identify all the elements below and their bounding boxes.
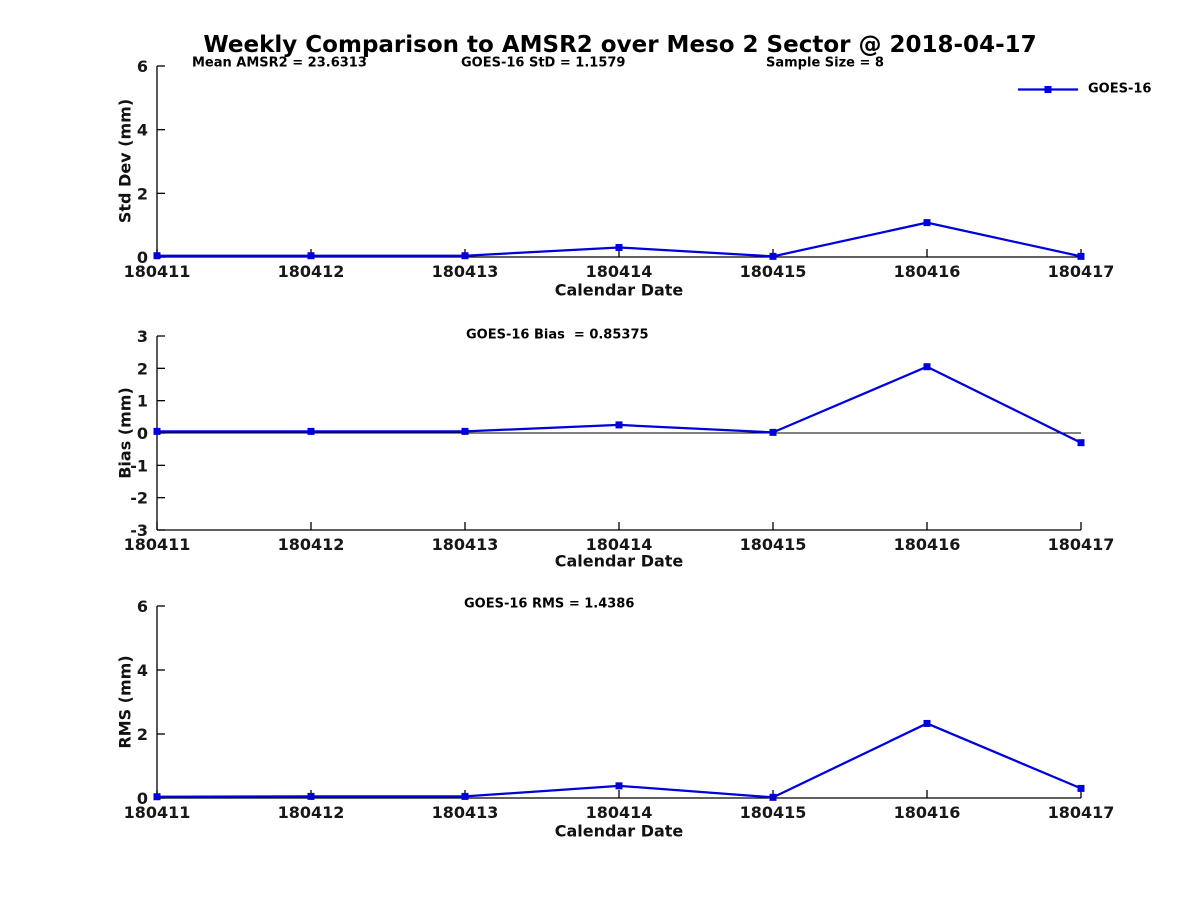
x-tick-label: 180414: [586, 803, 653, 822]
stat-sample-size: Sample Size = 8: [766, 55, 884, 71]
stat-goes16-std: GOES-16 StD = 1.1579: [461, 55, 626, 71]
y-tick-label: 2: [137, 359, 148, 378]
y-tick-label: -3: [130, 521, 148, 540]
x-tick-label: 180413: [432, 535, 499, 554]
y-tick-label: 0: [137, 248, 148, 267]
legend: GOES-16: [1016, 82, 1151, 97]
x-tick-label: 180413: [432, 262, 499, 281]
y-axis-label-std-dev: Std Dev (mm): [115, 98, 135, 224]
data-point-marker: [307, 792, 315, 800]
x-tick-label: 180411: [124, 803, 191, 822]
x-tick-label: 180414: [586, 262, 653, 281]
x-tick-label: 180412: [278, 262, 345, 281]
y-tick-label: 6: [137, 597, 148, 616]
data-point-marker: [461, 252, 469, 260]
y-tick-label: 0: [137, 789, 148, 808]
legend-line-icon: [1018, 85, 1078, 93]
x-tick-label: 180415: [740, 262, 807, 281]
x-axis-label-rms: Calendar Date: [554, 821, 684, 841]
data-point-marker: [461, 792, 469, 800]
x-tick-label: 180416: [894, 535, 961, 554]
y-tick-label: 4: [137, 121, 148, 140]
x-tick-label: 180416: [894, 262, 961, 281]
data-point-marker: [1077, 252, 1085, 260]
legend-marker-icon: [1044, 85, 1052, 93]
stat-goes16-bias: GOES-16 Bias = 0.85375: [466, 327, 649, 343]
x-tick-label: 180417: [1048, 803, 1115, 822]
data-point-marker: [153, 793, 161, 801]
y-tick-label: 0: [137, 424, 148, 443]
x-tick-label: 180412: [278, 535, 345, 554]
x-tick-label: 180417: [1048, 262, 1115, 281]
y-tick-label: 3: [137, 327, 148, 346]
data-point-marker: [307, 252, 315, 260]
x-axis-label-std-dev: Calendar Date: [554, 280, 684, 300]
data-point-marker: [615, 243, 623, 251]
y-tick-label: 4: [137, 661, 148, 680]
data-point-marker: [461, 427, 469, 435]
data-point-marker: [1077, 439, 1085, 447]
data-line-bias: [157, 365, 1082, 444]
data-point-marker: [615, 782, 623, 790]
plot-area-std_dev: 0 2 4 6 180411 180412 180413 180414 180415 180416…: [124, 57, 1115, 281]
y-tick-label: 1: [137, 392, 148, 411]
x-tick-label: 180416: [894, 803, 961, 822]
data-point-marker: [923, 719, 931, 727]
plot-area-bias: -3 -2 -1 0 1 2 3 180411 180412 180413 180414 180415…: [124, 327, 1115, 554]
data-point-marker: [769, 428, 777, 436]
data-point-marker: [923, 219, 931, 227]
x-axis-label-bias: Calendar Date: [554, 551, 684, 571]
figure-title: Weekly Comparison to AMSR2 over Meso 2 S…: [203, 32, 1037, 58]
plot-area-rms: 0 2 4 6 180411 180412 180413 180414 180415 180416…: [124, 597, 1115, 822]
x-tick-label: 180411: [124, 262, 191, 281]
data-point-marker: [153, 427, 161, 435]
y-tick-label: -1: [130, 456, 148, 475]
data-point-marker: [923, 363, 931, 371]
stat-goes16-rms: GOES-16 RMS = 1.4386: [464, 596, 635, 612]
x-tick-label: 180413: [432, 803, 499, 822]
x-tick-label: 180411: [124, 535, 191, 554]
x-tick-label: 180414: [586, 535, 653, 554]
y-axis-label-rms: RMS (mm): [115, 655, 135, 749]
y-axis-label-bias: Bias (mm): [115, 387, 135, 479]
x-tick-label: 180417: [1048, 535, 1115, 554]
data-point-marker: [307, 427, 315, 435]
data-point-marker: [153, 252, 161, 260]
data-point-marker: [615, 421, 623, 429]
x-tick-label: 180415: [740, 535, 807, 554]
y-tick-label: 6: [137, 57, 148, 76]
x-tick-label: 180412: [278, 803, 345, 822]
y-tick-label: 2: [137, 184, 148, 203]
legend-label: GOES-16: [1088, 81, 1152, 97]
data-point-marker: [769, 793, 777, 801]
data-point-marker: [769, 252, 777, 260]
y-tick-label: 2: [137, 725, 148, 744]
x-tick-label: 180415: [740, 803, 807, 822]
stat-mean-amsr2: Mean AMSR2 = 23.6313: [192, 55, 367, 71]
data-point-marker: [1077, 784, 1085, 792]
y-tick-label: -2: [130, 489, 148, 508]
